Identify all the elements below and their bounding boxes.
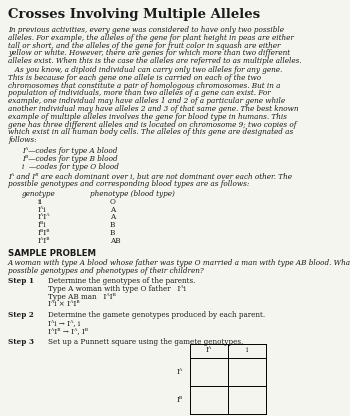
Text: i  —codes for type O blood: i —codes for type O blood bbox=[22, 163, 119, 171]
Text: example of multiple alleles involves the gene for blood type in humans. This: example of multiple alleles involves the… bbox=[8, 113, 287, 121]
Text: Iᴬi → Iᴬ, i: Iᴬi → Iᴬ, i bbox=[48, 319, 80, 327]
Text: i: i bbox=[246, 346, 248, 354]
Text: Crosses Involving Multiple Alleles: Crosses Involving Multiple Alleles bbox=[8, 8, 260, 21]
Text: B: B bbox=[110, 221, 116, 229]
Text: IᴮIᴮ: IᴮIᴮ bbox=[38, 229, 50, 237]
Text: follows:: follows: bbox=[8, 136, 37, 144]
Text: Determine the genotypes of the parents.: Determine the genotypes of the parents. bbox=[48, 277, 195, 285]
Text: alleles. For example, the alleles of the gene for plant height in peas are eithe: alleles. For example, the alleles of the… bbox=[8, 34, 294, 42]
Text: B: B bbox=[110, 229, 116, 237]
Text: A: A bbox=[110, 213, 115, 221]
Text: Determine the gamete genotypes produced by each parent.: Determine the gamete genotypes produced … bbox=[48, 311, 265, 319]
Text: gene has three different alleles and is located on chromosome 9; two copies of: gene has three different alleles and is … bbox=[8, 121, 296, 129]
Text: which exist in all human body cells. The alleles of this gene are designated as: which exist in all human body cells. The… bbox=[8, 129, 293, 136]
Text: alleles exist. When this is the case the alleles are referred to as multiple all: alleles exist. When this is the case the… bbox=[8, 57, 302, 65]
Text: Type A woman with type O father   Iᴬi: Type A woman with type O father Iᴬi bbox=[48, 285, 186, 293]
Text: Step 3: Step 3 bbox=[8, 338, 34, 346]
Text: A: A bbox=[110, 206, 115, 213]
Text: A woman with type A blood whose father was type O married a man with type AB blo: A woman with type A blood whose father w… bbox=[8, 260, 350, 267]
Text: chromosomes that constitute a pair of homologous chromosomes. But in a: chromosomes that constitute a pair of ho… bbox=[8, 82, 280, 89]
Text: Iᴮi: Iᴮi bbox=[38, 221, 47, 229]
Text: genotype: genotype bbox=[22, 190, 56, 198]
Text: IᴬIᴮ: IᴬIᴮ bbox=[38, 237, 50, 245]
Text: Iᴬ and Iᴮ are each dominant over i, but are not dominant over each other. The: Iᴬ and Iᴮ are each dominant over i, but … bbox=[8, 172, 292, 181]
Text: Iᴬi × IᴬIᴮ: Iᴬi × IᴬIᴮ bbox=[48, 300, 80, 308]
Text: ii: ii bbox=[38, 198, 42, 206]
Text: As you know, a diploid individual can carry only two alleles for any gene.: As you know, a diploid individual can ca… bbox=[8, 66, 282, 74]
Text: tall or short, and the alleles of the gene for fruit color in squash are either: tall or short, and the alleles of the ge… bbox=[8, 42, 280, 50]
Text: possible genotypes and corresponding blood types are as follows:: possible genotypes and corresponding blo… bbox=[8, 180, 249, 188]
Text: AB: AB bbox=[110, 237, 121, 245]
Text: Iᴬ: Iᴬ bbox=[206, 346, 212, 354]
Text: Iᴮ: Iᴮ bbox=[177, 396, 183, 404]
Text: yellow or white. However, there are genes for which more than two different: yellow or white. However, there are gene… bbox=[8, 50, 290, 57]
Text: Set up a Punnett square using the gamete genotypes.: Set up a Punnett square using the gamete… bbox=[48, 338, 243, 346]
Text: This is because for each gene one allele is carried on each of the two: This is because for each gene one allele… bbox=[8, 74, 261, 82]
Text: example, one individual may have alleles 1 and 2 of a particular gene while: example, one individual may have alleles… bbox=[8, 97, 285, 105]
Text: Iᴮ—codes for type B blood: Iᴮ—codes for type B blood bbox=[22, 155, 118, 163]
Text: O: O bbox=[110, 198, 116, 206]
Text: Step 2: Step 2 bbox=[8, 311, 34, 319]
Text: population of individuals, more than two alleles of a gene can exist. For: population of individuals, more than two… bbox=[8, 89, 271, 97]
Text: IᴬIᴮ → Iᴬ, Iᴮ: IᴬIᴮ → Iᴬ, Iᴮ bbox=[48, 327, 88, 335]
Text: another individual may have alleles 2 and 3 of that same gene. The best known: another individual may have alleles 2 an… bbox=[8, 105, 299, 113]
Text: phenotype (blood type): phenotype (blood type) bbox=[90, 190, 175, 198]
Text: In previous activities, every gene was considered to have only two possible: In previous activities, every gene was c… bbox=[8, 26, 284, 34]
Text: Type AB man   IᴬIᴮ: Type AB man IᴬIᴮ bbox=[48, 292, 116, 301]
Text: Step 1: Step 1 bbox=[8, 277, 34, 285]
Text: Iᴬ: Iᴬ bbox=[177, 368, 183, 376]
Text: Iᴬ—codes for type A blood: Iᴬ—codes for type A blood bbox=[22, 147, 117, 155]
Text: possible genotypes and phenotypes of their children?: possible genotypes and phenotypes of the… bbox=[8, 267, 204, 275]
Text: SAMPLE PROBLEM: SAMPLE PROBLEM bbox=[8, 249, 96, 258]
Text: IᴬIᴬ: IᴬIᴬ bbox=[38, 213, 50, 221]
Text: Iᴬi: Iᴬi bbox=[38, 206, 47, 213]
